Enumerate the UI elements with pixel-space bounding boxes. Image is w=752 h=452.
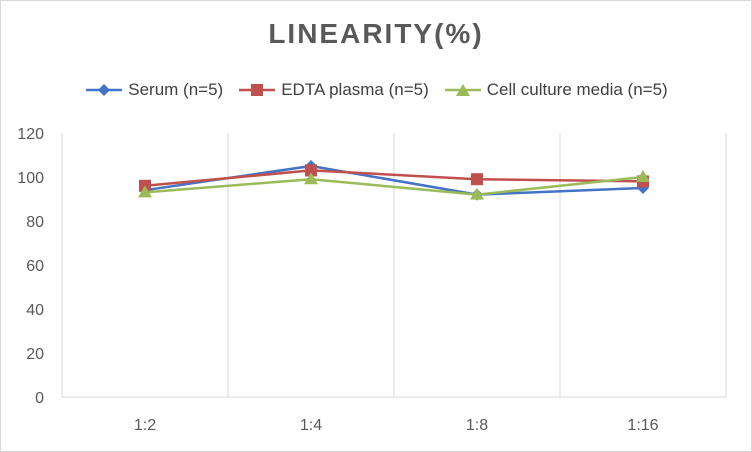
- y-tick-label: 0: [35, 390, 44, 407]
- x-tick-label: 1:2: [134, 417, 156, 434]
- legend-item-serum: Serum (n=5): [84, 80, 223, 100]
- legend-label-cell-culture-media: Cell culture media (n=5): [486, 80, 668, 99]
- y-tick-label: 60: [26, 258, 44, 275]
- chart-title: LINEARITY(%): [268, 18, 484, 49]
- legend-item-cell-culture-media: Cell culture media (n=5): [443, 80, 668, 100]
- legend-marker-serum: [86, 84, 123, 96]
- x-tick-label: 1:16: [627, 417, 658, 434]
- legend-marker-cell-culture-media: [444, 84, 481, 96]
- y-tick-label: 100: [17, 170, 44, 187]
- x-tick-label: 1:4: [300, 417, 322, 434]
- legend-marker-edta-plasma: [239, 84, 276, 96]
- data-point-triangle: [304, 172, 318, 185]
- data-point-triangle: [470, 187, 484, 200]
- data-point-square: [471, 173, 483, 186]
- series-line-2: [144, 175, 644, 196]
- y-tick-label: 40: [26, 302, 44, 319]
- legend-label-serum: Serum (n=5): [128, 80, 224, 99]
- legend-label-edta-plasma: EDTA plasma (n=5): [281, 80, 429, 99]
- data-point-triangle: [636, 170, 650, 182]
- series-line-1: [144, 169, 644, 188]
- data-point-triangle: [138, 185, 152, 198]
- y-tick-label: 120: [17, 126, 44, 143]
- y-tick-label: 80: [26, 214, 44, 231]
- chart-legend: Serum (n=5) EDTA plasma (n=5) Cell cultu…: [0, 80, 752, 100]
- y-tick-label: 20: [26, 346, 44, 363]
- legend-item-edta-plasma: EDTA plasma (n=5): [237, 80, 429, 100]
- x-tick-label: 1:8: [466, 417, 488, 434]
- data-point-square: [305, 164, 317, 177]
